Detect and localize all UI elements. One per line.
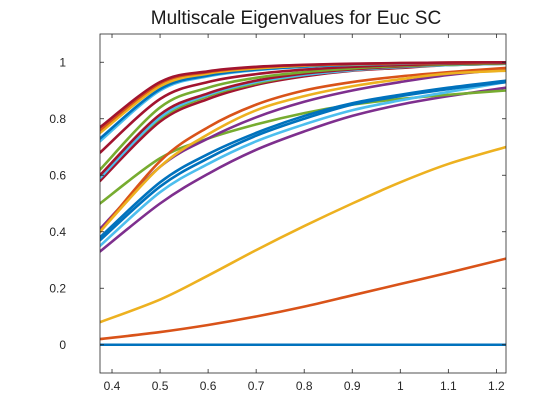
y-tick-label: 1 (59, 55, 66, 69)
x-tick-label: 1 (397, 379, 404, 393)
x-tick-label: 1.1 (440, 379, 457, 393)
y-tick-label: 0 (59, 338, 66, 352)
plot-area (100, 34, 506, 373)
y-tick-label: 0.8 (49, 112, 66, 126)
x-tick-label: 0.4 (104, 379, 121, 393)
y-tick-label: 0.6 (49, 168, 66, 182)
chart-title: Multiscale Eigenvalues for Euc SC (151, 8, 441, 29)
y-tick-label: 0.2 (49, 281, 66, 295)
x-tick-label: 1.2 (488, 379, 505, 393)
x-tick-label: 0.7 (248, 379, 265, 393)
y-tick-label: 0.4 (49, 225, 66, 239)
x-tick-label: 0.9 (344, 379, 361, 393)
x-tick-label: 0.8 (296, 379, 313, 393)
x-tick-label: 0.5 (152, 379, 169, 393)
x-tick-label: 0.6 (200, 379, 217, 393)
